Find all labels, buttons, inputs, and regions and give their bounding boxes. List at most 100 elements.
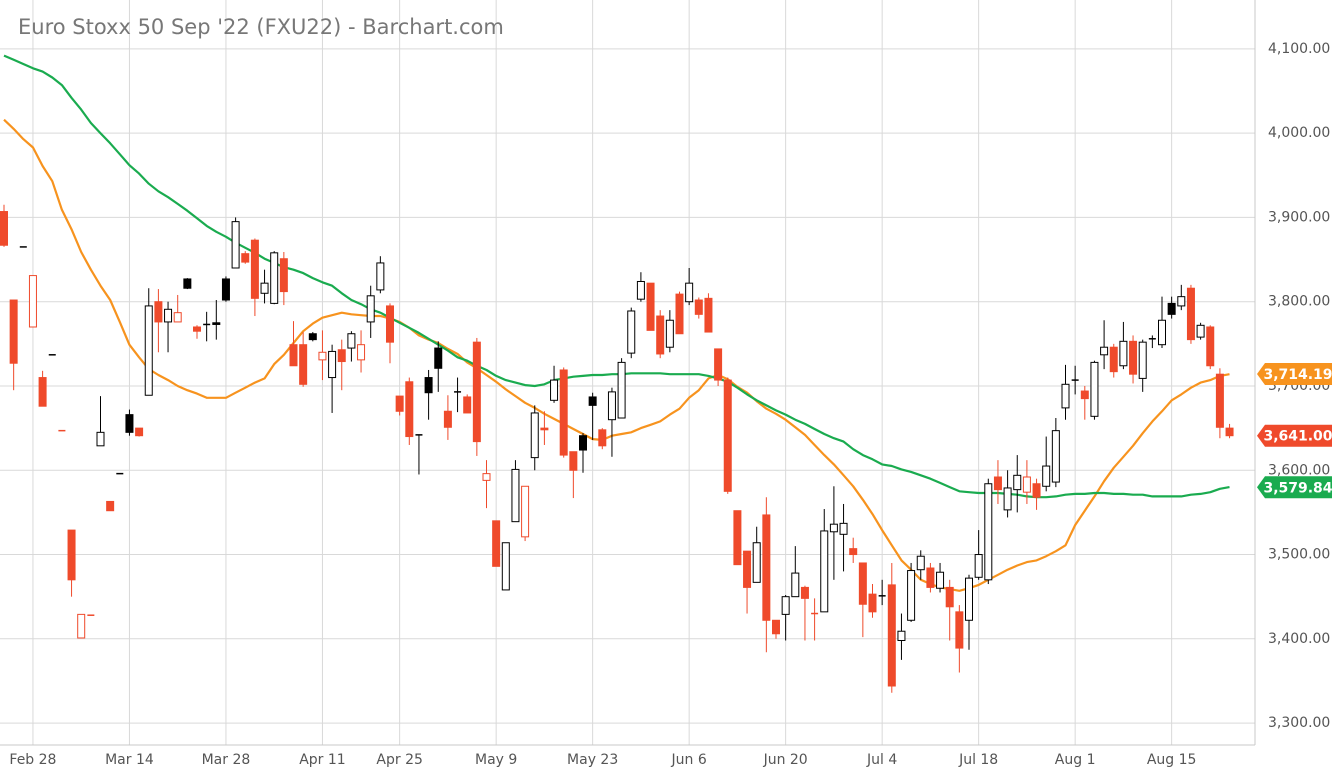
candle-body <box>1090 361 1099 417</box>
candle-body <box>472 341 481 443</box>
x-tick-label: Feb 28 <box>9 752 56 768</box>
candle-body <box>443 410 452 428</box>
x-tick-label: Mar 14 <box>105 752 154 768</box>
candle-body <box>96 431 105 447</box>
candle-body <box>897 630 906 641</box>
candle-body <box>1129 340 1138 375</box>
candle-body <box>270 252 279 304</box>
candle-body <box>714 348 723 381</box>
candle-body <box>67 529 76 581</box>
candle-body <box>482 473 491 481</box>
x-tick-label: Apr 25 <box>376 752 422 768</box>
x-tick-label: Apr 11 <box>299 752 345 768</box>
candle-body <box>1013 474 1022 491</box>
candle-body <box>1177 296 1186 307</box>
candle-body <box>125 414 134 433</box>
candle-body <box>376 262 385 291</box>
y-tick-label: 3,500.00 <box>1268 547 1330 563</box>
candle-body <box>1109 346 1118 373</box>
candle-body <box>337 349 346 363</box>
candle-body <box>308 333 317 341</box>
candle-body <box>212 322 221 325</box>
price-tag <box>1257 363 1332 386</box>
candle-body <box>617 361 626 419</box>
candle-body <box>1042 465 1051 487</box>
x-tick-label: Jun 6 <box>671 752 707 768</box>
x-tick-label: Jul 18 <box>958 752 998 768</box>
candle-body <box>993 476 1002 491</box>
y-tick-label: 3,800.00 <box>1268 294 1330 310</box>
price-tag <box>1257 476 1332 499</box>
candle-body <box>1186 287 1195 341</box>
candle-body <box>685 282 694 303</box>
price-tag-label: 3,641.00 <box>1263 429 1332 445</box>
candle-body <box>1051 430 1060 483</box>
candle-body <box>598 429 607 447</box>
candle-body <box>936 571 945 589</box>
candles <box>0 204 1234 693</box>
candle-body <box>511 468 520 523</box>
candle-body <box>694 299 703 315</box>
candle-body <box>839 522 848 535</box>
candle-body <box>579 435 587 451</box>
candle-body <box>231 221 240 269</box>
y-tick-label: 3,900.00 <box>1268 209 1330 225</box>
candle-body <box>627 310 636 354</box>
candle-body <box>550 379 559 401</box>
candle-body <box>1080 390 1089 400</box>
candle-body <box>279 258 288 293</box>
candle-body <box>77 613 86 639</box>
x-tick-label: Jun 20 <box>763 752 808 768</box>
candle-body <box>530 412 539 459</box>
axes <box>0 0 1256 746</box>
candle-body <box>1215 373 1224 428</box>
candle-body <box>1022 476 1031 493</box>
candle-body <box>540 427 549 431</box>
candle-body <box>945 586 954 608</box>
candle-body <box>106 500 115 512</box>
candle-body <box>357 344 366 361</box>
candle-body <box>318 351 327 361</box>
candle-body <box>772 619 780 635</box>
candle-body <box>434 347 443 369</box>
candle-body <box>743 550 752 588</box>
candle-body <box>28 275 37 328</box>
candle-body <box>675 293 684 335</box>
y-tick-label: 3,300.00 <box>1268 715 1330 731</box>
candle-body <box>289 344 298 367</box>
candle-body <box>501 542 510 591</box>
candle-body <box>366 295 375 323</box>
candle-body <box>0 211 8 246</box>
candle-body <box>646 282 655 331</box>
candle-body <box>492 520 501 567</box>
candle-body <box>1119 340 1128 367</box>
candle-body <box>733 510 742 566</box>
candle-body <box>1206 326 1215 367</box>
price-tag-label: 3,579.84 <box>1263 480 1332 496</box>
candle-body <box>781 596 790 615</box>
candle-body <box>164 308 173 323</box>
candle-body <box>858 562 867 605</box>
candle-body <box>829 523 838 533</box>
candle-body <box>463 396 472 414</box>
candle-body <box>173 312 182 323</box>
candle-body <box>241 253 250 263</box>
candle-body <box>588 396 597 406</box>
candle-body <box>1158 319 1166 346</box>
candle-body <box>1138 341 1147 379</box>
candle-body <box>974 554 983 578</box>
x-tick-label: Mar 28 <box>202 752 251 768</box>
candle-body <box>135 427 144 437</box>
candle-body <box>1167 302 1176 315</box>
y-tick-label: 4,000.00 <box>1268 125 1330 141</box>
chart-title: Euro Stoxx 50 Sep '22 (FXU22) - Barchart… <box>18 15 504 39</box>
candle-body <box>820 530 829 613</box>
candle-body <box>607 391 616 421</box>
candle-body <box>521 485 530 538</box>
price-tag <box>1257 424 1332 447</box>
candle-body <box>665 319 674 348</box>
candle-body <box>395 395 404 412</box>
candle-body <box>328 350 337 379</box>
candle-body <box>1196 324 1205 338</box>
